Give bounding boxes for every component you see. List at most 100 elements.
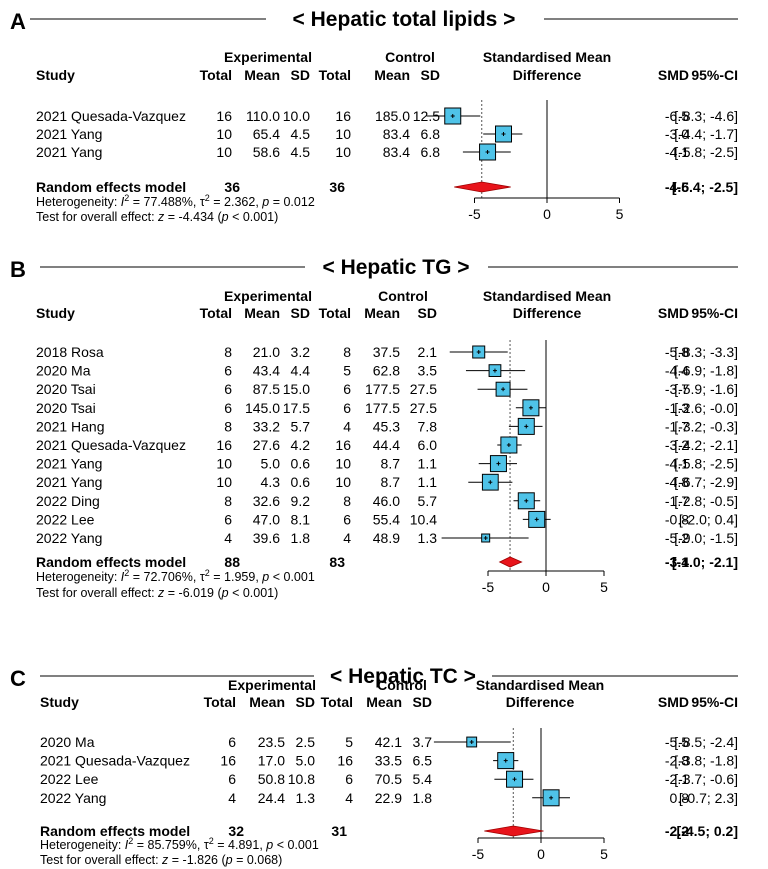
exp-sd: 3.2	[291, 344, 311, 360]
study-ci: [-3.8; -1.8]	[674, 753, 738, 769]
ctl-total: 10	[335, 126, 351, 142]
exp-sd: 10.0	[283, 108, 310, 124]
header-exp-mean: Mean	[249, 694, 285, 710]
heterogeneity-tau-superscript: 2	[205, 568, 210, 578]
heterogeneity-tau-superscript: 2	[205, 193, 210, 203]
study-name: 2022 Yang	[36, 530, 102, 546]
exp-mean: 21.0	[253, 344, 280, 360]
study-name: 2021 Yang	[36, 456, 102, 472]
pooled-diamond	[454, 181, 511, 193]
exp-total: 10	[216, 474, 232, 490]
study-name: 2022 Lee	[36, 511, 95, 527]
exp-sd: 1.3	[296, 790, 316, 806]
ctl-mean: 83.4	[383, 126, 410, 142]
ctl-sd: 27.5	[410, 400, 437, 416]
header-control: Control	[378, 288, 428, 304]
exp-mean: 110.0	[246, 108, 280, 124]
exp-total: 16	[216, 437, 232, 453]
ctl-total: 6	[343, 381, 351, 397]
exp-mean: 32.6	[253, 493, 280, 509]
ctl-sd: 6.8	[421, 126, 441, 142]
exp-mean: 5.0	[261, 456, 281, 472]
overall-z-symbol: z	[157, 586, 165, 600]
panel-title: < Hepatic total lipids >	[293, 8, 516, 31]
exp-sd: 17.5	[283, 400, 310, 416]
ctl-sd: 1.3	[418, 530, 438, 546]
ctl-sd: 10.4	[410, 511, 437, 527]
study-name: 2022 Yang	[40, 790, 106, 806]
ctl-sd: 1.1	[418, 456, 438, 472]
panel-label: B	[10, 257, 26, 282]
model-ctl-total: 31	[331, 823, 347, 839]
study-ci: [-3.7; -0.6]	[674, 771, 738, 787]
exp-mean: 65.4	[253, 126, 280, 142]
ctl-total: 6	[343, 511, 351, 527]
exp-mean: 4.3	[261, 474, 281, 490]
ctl-mean: 46.0	[373, 493, 400, 509]
study-ci: [-4.2; -2.1]	[674, 437, 738, 453]
overall-paren-open: (	[214, 210, 222, 224]
ctl-mean: 45.3	[373, 418, 400, 434]
model-exp-total: 32	[228, 823, 244, 839]
ctl-total: 8	[343, 493, 351, 509]
heterogeneity-tau2: 2.362	[224, 195, 255, 209]
x-tick-label: -5	[468, 206, 481, 222]
study-smd: -4.4	[665, 363, 689, 379]
exp-sd: 9.2	[291, 493, 311, 509]
heterogeneity-i2: 85.759%	[148, 838, 197, 852]
study-ci: [-6.7; -2.9]	[674, 474, 738, 490]
overall-paren-open: (	[218, 853, 226, 867]
exp-mean: 23.5	[258, 734, 285, 750]
header-ctl-total: Total	[319, 67, 351, 83]
header-control: Control	[385, 49, 435, 65]
pooled-diamond	[484, 825, 544, 837]
ctl-mean: 33.5	[375, 753, 402, 769]
study-name: 2018 Rosa	[36, 344, 104, 360]
heterogeneity-p-symbol: p	[261, 195, 269, 209]
study-smd: -5.2	[665, 530, 689, 546]
overall-equals: =	[164, 210, 178, 224]
study-ci: [-2.0; 0.4]	[679, 511, 738, 527]
heterogeneity-tau-symbol: , τ	[193, 570, 205, 584]
x-tick-label: 0	[542, 579, 550, 595]
study-ci: [-8.3; -4.6]	[674, 108, 738, 124]
study-name: 2020 Ma	[40, 734, 95, 750]
header-exp-total: Total	[204, 694, 236, 710]
study-smd: -6.5	[665, 108, 689, 124]
ctl-mean: 8.7	[381, 456, 401, 472]
header-exp-sd: SD	[296, 694, 315, 710]
exp-sd: 15.0	[283, 381, 310, 397]
exp-total: 6	[224, 363, 232, 379]
header-ctl-sd: SD	[413, 694, 432, 710]
exp-sd: 4.5	[291, 144, 311, 160]
ctl-total: 16	[335, 437, 351, 453]
header-smd: SMD	[658, 305, 689, 321]
ctl-mean: 42.1	[375, 734, 402, 750]
exp-total: 10	[216, 144, 232, 160]
overall-effect-text: Test for overall effect: z = -6.019 (p <…	[36, 586, 278, 600]
header-smd: SMD	[658, 694, 689, 710]
header-ctl-mean: Mean	[364, 305, 400, 321]
heterogeneity-i-symbol: I	[121, 570, 125, 584]
exp-mean: 27.6	[253, 437, 280, 453]
study-ci: [-2.6; -0.0]	[674, 400, 738, 416]
header-study: Study	[36, 67, 75, 83]
heterogeneity-p: 0.012	[283, 195, 314, 209]
heterogeneity-p-symbol: p	[261, 570, 269, 584]
exp-mean: 17.0	[258, 753, 285, 769]
heterogeneity-tau-symbol: , τ	[193, 195, 205, 209]
exp-total: 6	[224, 381, 232, 397]
study-smd: -0.8	[665, 511, 689, 527]
study-name: 2021 Yang	[36, 126, 102, 142]
overall-equals: =	[164, 586, 178, 600]
exp-mean: 33.2	[253, 418, 280, 434]
overall-prefix: Test for overall effect:	[36, 586, 158, 600]
heterogeneity-separator: ,	[255, 195, 262, 209]
model-ci: [-4.5; 0.2]	[677, 823, 738, 839]
overall-p: 0.068	[247, 853, 278, 867]
ctl-sd: 6.0	[418, 437, 438, 453]
heterogeneity-equals: =	[133, 838, 147, 852]
header-study: Study	[40, 694, 79, 710]
ctl-mean: 37.5	[373, 344, 400, 360]
